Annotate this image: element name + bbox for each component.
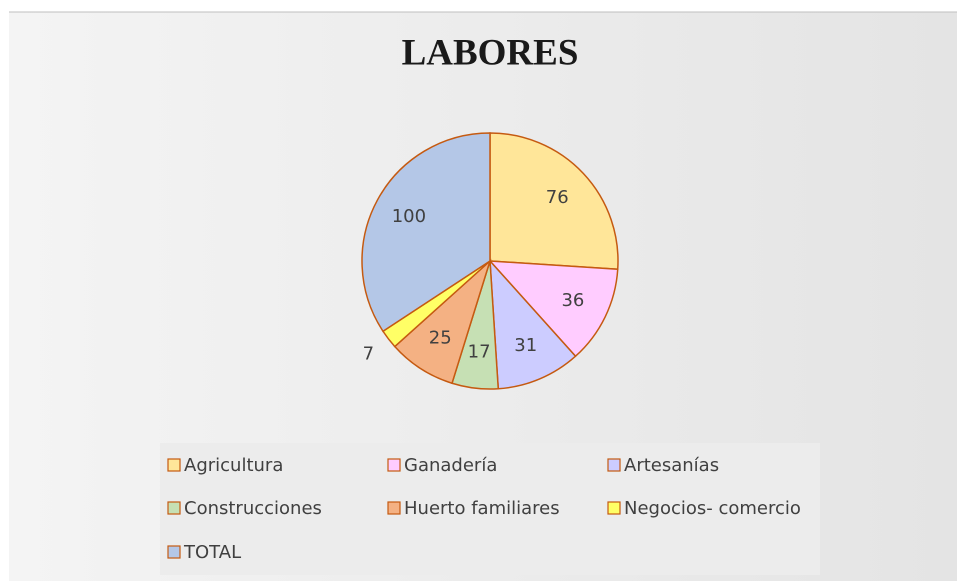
legend-label: Construcciones <box>184 498 322 519</box>
legend-swatch <box>607 501 621 515</box>
pie-slice <box>489 132 619 271</box>
legend-label: Artesanías <box>624 455 719 476</box>
legend-label: Negocios- comercio <box>624 498 801 519</box>
data-label: 31 <box>514 335 537 356</box>
pie-slice <box>488 260 619 358</box>
chart-title: LABORES <box>402 32 579 73</box>
data-label: 76 <box>546 187 569 208</box>
data-label: 36 <box>561 290 584 311</box>
pie-slice <box>361 132 491 333</box>
legend-label: Ganadería <box>404 455 497 476</box>
data-label: 100 <box>392 206 426 227</box>
data-label: 25 <box>429 328 452 349</box>
legend-swatch <box>387 501 401 515</box>
pie-slice <box>489 258 577 390</box>
legend-label: TOTAL <box>183 542 241 563</box>
legend-label: Agricultura <box>184 455 283 476</box>
data-label: 7 <box>363 344 374 365</box>
legend-swatch <box>607 458 621 472</box>
legend-swatch <box>167 545 181 559</box>
data-label: 17 <box>468 342 491 363</box>
legend-label: Huerto familiares <box>404 498 560 519</box>
legend-box <box>160 443 820 575</box>
legend-swatch <box>167 501 181 515</box>
legend-swatch <box>387 458 401 472</box>
legend-swatch <box>167 458 181 472</box>
